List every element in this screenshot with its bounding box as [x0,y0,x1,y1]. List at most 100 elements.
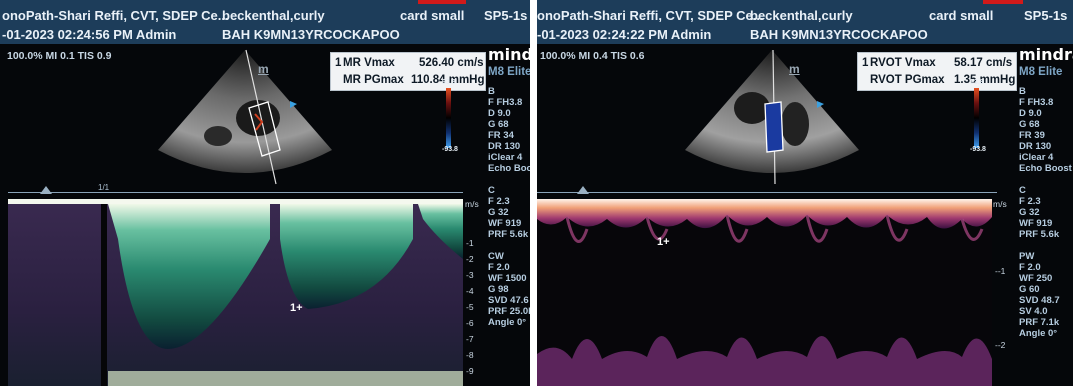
timeline-page: 1/1 [98,183,109,192]
echo-sector-image [150,46,340,186]
sweep-gap [101,199,107,386]
param-line: iClear 4 [488,152,530,163]
cardiac-chamber-2 [204,126,232,146]
param-line: Echo Boos [488,163,530,174]
scale-tick: --2 [995,340,1005,350]
scale-tick: -3 [466,270,474,280]
param-line [1019,174,1072,185]
panel-divider [530,0,537,386]
scale-tick: -9 [466,366,474,376]
exam-datetime: -01-2023 02:24:22 PM Admin [537,27,711,42]
param-line: WF 919 [488,218,530,229]
color-scale-max: 93.8 [442,79,456,86]
record-indicator [983,0,1023,4]
cw-doppler-spectrum [8,199,463,386]
scale-tick: -4 [466,286,474,296]
probe-label[interactable]: SP5-1s [484,8,527,23]
param-line [1019,240,1072,251]
timeline-bar[interactable] [537,192,997,193]
right-ultrasound-panel: onoPath-Shari Reffi, CVT, SDEP Ce... bec… [537,0,1073,386]
timeline-marker-icon[interactable] [40,186,52,194]
param-line: F 2.3 [1019,196,1072,207]
mr-pgmax-label: MR PGmax [343,74,404,86]
model-name: M8 Elite [1019,66,1062,78]
acquisition-params: B F FH3.8 D 9.0 G 68 FR 34 DR 130 iClear… [488,86,530,328]
param-line: G 32 [1019,207,1072,218]
clinic-name: onoPath-Shari Reffi, CVT, SDEP Ce... [537,8,764,23]
param-line: F FH3.8 [1019,97,1072,108]
param-line: G 32 [488,207,530,218]
color-scale-bar [974,88,979,148]
param-line: B [1019,86,1072,97]
param-line: G 68 [488,119,530,130]
probe-label[interactable]: SP5-1s [1024,8,1067,23]
clinic-name: onoPath-Shari Reffi, CVT, SDEP Ce... [2,8,229,23]
baseline-signal [108,371,463,386]
left-velocity-ticks: -1 -2 -3 -4 -5 -6 -7 -8 -9 [466,0,486,386]
rvot-vmax-value: 58.17 cm/s [954,57,1012,69]
timeline-marker-icon[interactable] [577,186,589,194]
param-line: PRF 7.1k [1019,317,1072,328]
left-ultrasound-panel: onoPath-Shari Reffi, CVT, SDEP Ce... bec… [0,0,530,386]
cardiac-chamber-2 [781,102,809,146]
param-line: F FH3.8 [488,97,530,108]
param-line: G 98 [488,284,530,295]
param-line: D 9.0 [1019,108,1072,119]
velocity-unit: m/s [993,199,1007,209]
scale-tick: -2 [466,254,474,264]
record-indicator [418,0,466,4]
color-scale-min: -93.8 [970,146,986,153]
measurement-index: 1 [862,57,868,69]
brand-logo: mindra [488,45,530,64]
param-line: FR 34 [488,130,530,141]
param-line [488,174,530,185]
color-scale-bar [446,88,451,148]
measurement-index: 1 [335,57,341,69]
brand-logo: mindra [1019,45,1073,64]
preset-label[interactable]: card small [929,8,993,23]
param-line: F 2.0 [1019,262,1072,273]
param-line: F 2.3 [488,196,530,207]
param-line: WF 1500 [488,273,530,284]
mi-tis-readout: 100.0% MI 0.4 TIS 0.6 [540,50,644,62]
measurement-cursor[interactable]: 1+ [657,236,670,248]
preset-label[interactable]: card small [400,8,464,23]
param-line [488,240,530,251]
color-scale-min: -93.8 [442,146,458,153]
scale-tick: --1 [995,266,1005,276]
param-line: iClear 4 [1019,152,1072,163]
param-line: C [1019,185,1072,196]
zero-line-signal [8,199,463,204]
timeline-bar[interactable] [8,192,463,193]
rvot-vmax-label: RVOT Vmax [870,57,936,69]
param-line: PW [1019,251,1072,262]
patient-id: BAH K9MN13YRCOCKAPOO [222,27,400,42]
echo-sector-image [677,46,867,186]
patient-name: beckenthal,curly [750,8,853,23]
param-line: D 9.0 [488,108,530,119]
measurement-box: 1 MR Vmax 526.40 cm/s MR PGmax 110.84 mm… [330,52,486,91]
param-line: G 60 [1019,284,1072,295]
mi-tis-readout: 100.0% MI 0.1 TIS 0.9 [7,50,111,62]
param-line: SVD 47.6 [488,295,530,306]
param-line: FR 39 [1019,130,1072,141]
param-line: SV 4.0 [1019,306,1072,317]
m-mode-label: m [789,62,800,76]
scale-tick: -8 [466,350,474,360]
param-line: F 2.0 [488,262,530,273]
param-line: CW [488,251,530,262]
param-line: PRF 25.0k [488,306,530,317]
param-line: WF 919 [1019,218,1072,229]
rvot-pgmax-label: RVOT PGmax [870,74,945,86]
mr-vmax-label: MR Vmax [343,57,395,69]
param-line: C [488,185,530,196]
param-line: DR 130 [1019,141,1072,152]
color-box[interactable] [765,102,783,152]
measurement-cursor[interactable]: 1+ [290,302,303,314]
scale-tick: -7 [466,334,474,344]
pw-doppler-spectrum [537,199,992,386]
param-line: Angle 0° [488,317,530,328]
color-scale-max: 93.8 [970,79,984,86]
m-mode-label: m [258,62,269,76]
patient-name: beckenthal,curly [222,8,325,23]
